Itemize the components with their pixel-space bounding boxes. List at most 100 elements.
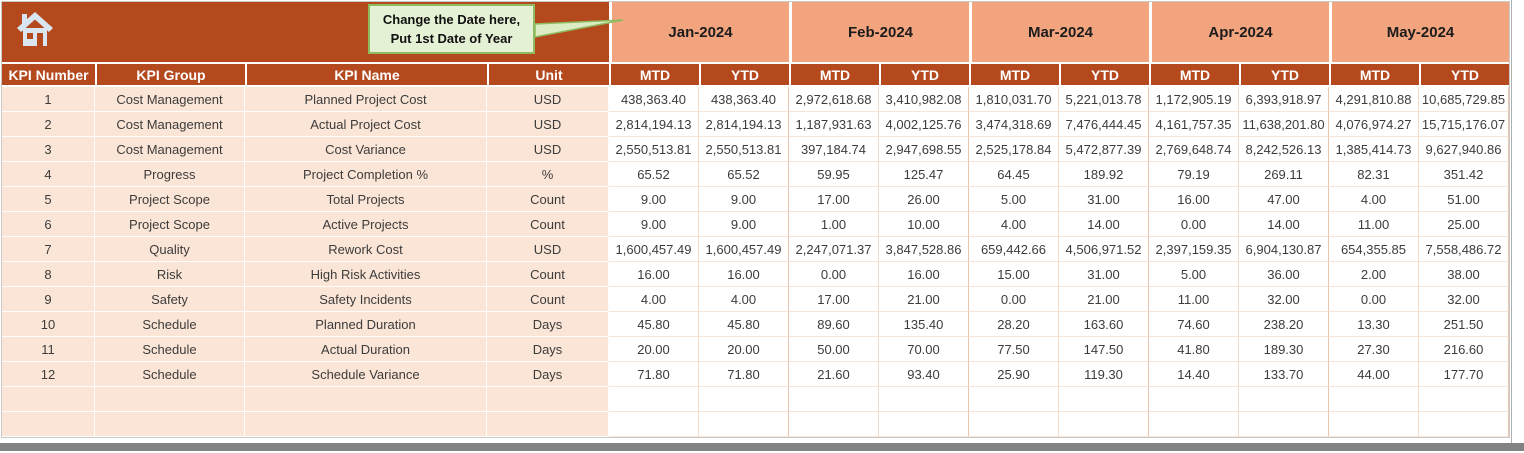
cell-value[interactable]: 1,172,905.19: [1149, 87, 1239, 112]
cell-value[interactable]: 6,393,918.97: [1239, 87, 1329, 112]
empty-cell[interactable]: [487, 412, 609, 437]
empty-cell[interactable]: [1239, 387, 1329, 412]
cell-value[interactable]: 14.00: [1239, 212, 1329, 237]
month-header[interactable]: Mar-2024: [969, 2, 1149, 62]
empty-cell[interactable]: [969, 387, 1059, 412]
cell-value[interactable]: 189.30: [1239, 337, 1329, 362]
cell-value[interactable]: 9.00: [699, 212, 789, 237]
empty-cell[interactable]: [2, 387, 95, 412]
cell-value[interactable]: 25.90: [969, 362, 1059, 387]
subcolumn-header[interactable]: YTD: [879, 62, 969, 87]
empty-cell[interactable]: [487, 387, 609, 412]
subcolumn-header[interactable]: YTD: [1419, 62, 1509, 87]
cell-unit[interactable]: Days: [487, 337, 609, 362]
cell-value[interactable]: 238.20: [1239, 312, 1329, 337]
cell-value[interactable]: 4.00: [969, 212, 1059, 237]
empty-cell[interactable]: [1149, 412, 1239, 437]
cell-unit[interactable]: USD: [487, 137, 609, 162]
subcolumn-header[interactable]: MTD: [1329, 62, 1419, 87]
cell-kpi-number[interactable]: 8: [2, 262, 95, 287]
cell-value[interactable]: 1,600,457.49: [699, 237, 789, 262]
cell-value[interactable]: 177.70: [1419, 362, 1509, 387]
cell-kpi-group[interactable]: Safety: [95, 287, 245, 312]
cell-value[interactable]: 9.00: [609, 212, 699, 237]
cell-value[interactable]: 189.92: [1059, 162, 1149, 187]
cell-value[interactable]: 64.45: [969, 162, 1059, 187]
cell-value[interactable]: 1,385,414.73: [1329, 137, 1419, 162]
cell-value[interactable]: 59.95: [789, 162, 879, 187]
cell-value[interactable]: 50.00: [789, 337, 879, 362]
home-button[interactable]: [16, 10, 54, 50]
cell-value[interactable]: 9,627,940.86: [1419, 137, 1509, 162]
cell-kpi-group[interactable]: Schedule: [95, 362, 245, 387]
empty-cell[interactable]: [879, 412, 969, 437]
cell-value[interactable]: 16.00: [879, 262, 969, 287]
cell-value[interactable]: 4,076,974.27: [1329, 112, 1419, 137]
cell-kpi-name[interactable]: High Risk Activities: [245, 262, 487, 287]
cell-value[interactable]: 71.80: [699, 362, 789, 387]
cell-unit[interactable]: %: [487, 162, 609, 187]
subcolumn-header[interactable]: YTD: [1239, 62, 1329, 87]
cell-kpi-number[interactable]: 5: [2, 187, 95, 212]
subcolumn-header[interactable]: YTD: [1059, 62, 1149, 87]
cell-value[interactable]: 3,474,318.69: [969, 112, 1059, 137]
cell-value[interactable]: 65.52: [609, 162, 699, 187]
cell-value[interactable]: 9.00: [699, 187, 789, 212]
cell-kpi-name[interactable]: Planned Duration: [245, 312, 487, 337]
cell-value[interactable]: 7,558,486.72: [1419, 237, 1509, 262]
cell-value[interactable]: 1,187,931.63: [789, 112, 879, 137]
cell-value[interactable]: 2,525,178.84: [969, 137, 1059, 162]
cell-value[interactable]: 0.00: [969, 287, 1059, 312]
cell-kpi-number[interactable]: 7: [2, 237, 95, 262]
cell-kpi-number[interactable]: 11: [2, 337, 95, 362]
cell-value[interactable]: 32.00: [1419, 287, 1509, 312]
subcolumn-header[interactable]: MTD: [609, 62, 699, 87]
empty-cell[interactable]: [699, 387, 789, 412]
month-header[interactable]: Jan-2024: [609, 2, 789, 62]
cell-kpi-group[interactable]: Schedule: [95, 337, 245, 362]
cell-kpi-number[interactable]: 10: [2, 312, 95, 337]
cell-value[interactable]: 4,506,971.52: [1059, 237, 1149, 262]
cell-value[interactable]: 21.60: [789, 362, 879, 387]
cell-value[interactable]: 11.00: [1149, 287, 1239, 312]
cell-value[interactable]: 2,769,648.74: [1149, 137, 1239, 162]
cell-value[interactable]: 1,810,031.70: [969, 87, 1059, 112]
cell-kpi-name[interactable]: Project Completion %: [245, 162, 487, 187]
cell-value[interactable]: 135.40: [879, 312, 969, 337]
cell-value[interactable]: 32.00: [1239, 287, 1329, 312]
cell-value[interactable]: 14.00: [1059, 212, 1149, 237]
window-bottom-bar[interactable]: [0, 443, 1524, 451]
empty-cell[interactable]: [699, 412, 789, 437]
cell-unit[interactable]: Count: [487, 287, 609, 312]
cell-value[interactable]: 0.00: [1329, 287, 1419, 312]
cell-value[interactable]: 0.00: [789, 262, 879, 287]
cell-value[interactable]: 20.00: [609, 337, 699, 362]
cell-value[interactable]: 13.30: [1329, 312, 1419, 337]
cell-kpi-group[interactable]: Project Scope: [95, 212, 245, 237]
empty-cell[interactable]: [95, 412, 245, 437]
cell-unit[interactable]: Count: [487, 262, 609, 287]
cell-value[interactable]: 28.20: [969, 312, 1059, 337]
column-header[interactable]: KPI Number: [2, 62, 95, 87]
cell-kpi-name[interactable]: Actual Duration: [245, 337, 487, 362]
cell-unit[interactable]: USD: [487, 112, 609, 137]
cell-kpi-name[interactable]: Cost Variance: [245, 137, 487, 162]
cell-value[interactable]: 2,247,071.37: [789, 237, 879, 262]
month-header[interactable]: Feb-2024: [789, 2, 969, 62]
cell-unit[interactable]: Days: [487, 362, 609, 387]
subcolumn-header[interactable]: MTD: [789, 62, 879, 87]
cell-value[interactable]: 3,847,528.86: [879, 237, 969, 262]
cell-value[interactable]: 4,002,125.76: [879, 112, 969, 137]
cell-unit[interactable]: USD: [487, 237, 609, 262]
cell-value[interactable]: 27.30: [1329, 337, 1419, 362]
cell-value[interactable]: 17.00: [789, 187, 879, 212]
cell-value[interactable]: 14.40: [1149, 362, 1239, 387]
empty-cell[interactable]: [609, 412, 699, 437]
cell-value[interactable]: 82.31: [1329, 162, 1419, 187]
date-change-callout[interactable]: Change the Date here, Put 1st Date of Ye…: [368, 4, 535, 54]
column-header[interactable]: Unit: [487, 62, 609, 87]
cell-value[interactable]: 8,242,526.13: [1239, 137, 1329, 162]
cell-unit[interactable]: Count: [487, 212, 609, 237]
cell-value[interactable]: 51.00: [1419, 187, 1509, 212]
empty-cell[interactable]: [1419, 412, 1509, 437]
